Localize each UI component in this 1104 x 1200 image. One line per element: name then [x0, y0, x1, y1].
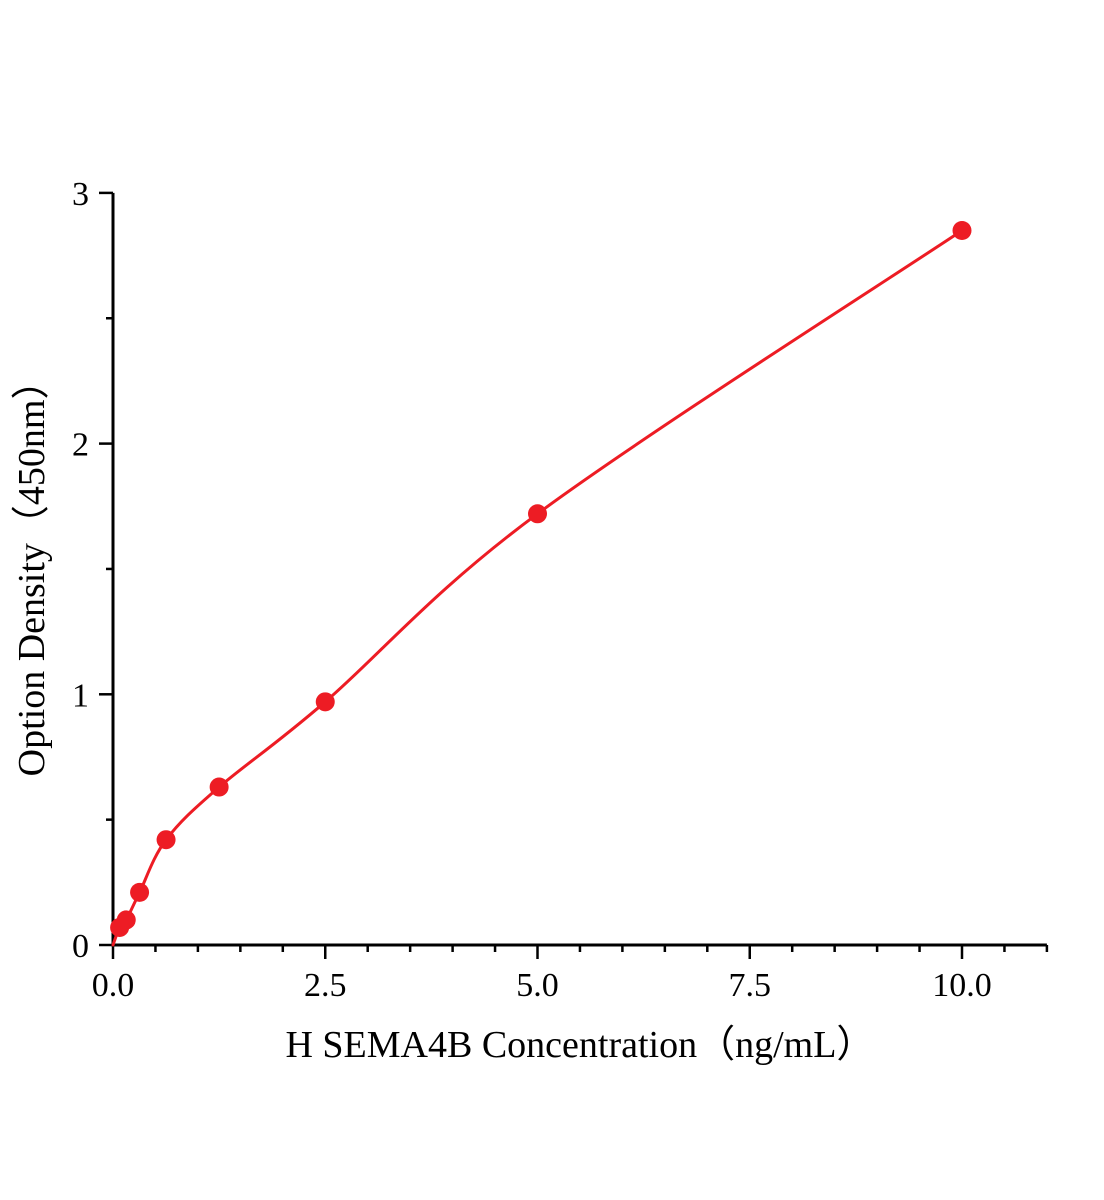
y-tick-label: 2 — [72, 427, 89, 464]
x-tick-label: 2.5 — [304, 967, 347, 1004]
x-axis-label: H SEMA4B Concentration（ng/mL） — [285, 1024, 874, 1066]
x-tick-label: 0.0 — [92, 967, 135, 1004]
data-point — [952, 221, 972, 241]
data-point — [315, 692, 335, 712]
data-point — [156, 830, 176, 850]
y-tick-label: 3 — [72, 176, 89, 213]
data-point — [209, 777, 229, 797]
x-tick-label: 10.0 — [932, 967, 992, 1004]
y-tick-label: 1 — [72, 677, 89, 714]
x-tick-label: 7.5 — [729, 967, 772, 1004]
standard-curve-line — [111, 229, 964, 947]
data-point — [130, 882, 150, 902]
data-point — [116, 910, 136, 930]
y-tick-label: 0 — [72, 928, 89, 965]
x-tick-label: 5.0 — [516, 967, 559, 1004]
y-axis-label: Option Density（450nm） — [11, 362, 53, 777]
data-point — [528, 504, 547, 524]
